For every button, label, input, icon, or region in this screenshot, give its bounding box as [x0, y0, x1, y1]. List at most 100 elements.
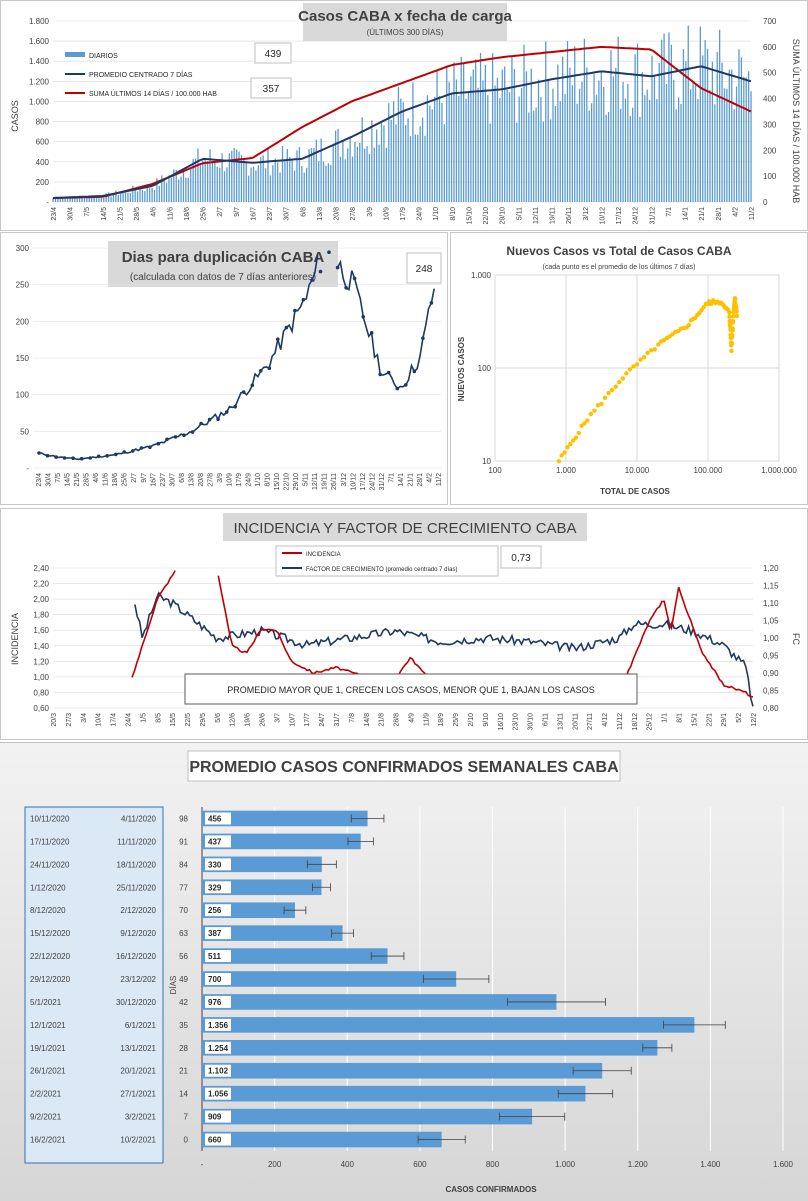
- weekly-row: 24/11/2020 18/11/2020 84 330: [30, 856, 337, 873]
- cases-daily-bar: [322, 161, 325, 202]
- incidence-xtick: 17/4: [111, 713, 118, 727]
- doubling-xtick: 6/8: [179, 473, 186, 483]
- doubling-xtick: 7/5: [55, 473, 62, 483]
- weekly-value-label: 511: [208, 952, 221, 961]
- incidence-ytick: 1,60: [33, 626, 49, 635]
- days-label: 21: [179, 1067, 188, 1076]
- cases-daily-bar: [78, 195, 81, 202]
- cases-daily-bar: [54, 197, 57, 202]
- cases-xtick: 28/5: [134, 207, 141, 221]
- callout-439: 439: [265, 49, 282, 60]
- cases-daily-bar: [376, 129, 378, 202]
- incidence-title-box: [223, 513, 587, 541]
- cases-daily-bar: [383, 125, 385, 202]
- cases-daily-bar: [494, 85, 496, 202]
- cases-y2tick: 600: [763, 43, 777, 52]
- cases-daily-bar: [417, 134, 419, 202]
- legend-suma: SUMA ÚLTIMOS 14 DÍAS / 100.000 HAB: [89, 89, 217, 98]
- weekly-row: 9/2/2021 3/2/2021 7 909: [30, 1108, 566, 1125]
- weekly-bar: [202, 1085, 586, 1102]
- scatter-point: [588, 411, 593, 417]
- scatter-subtitle: (cada punto es el promedio de los último…: [543, 264, 696, 271]
- scatter-point: [595, 403, 601, 408]
- weekly-title-box: [187, 750, 621, 782]
- days-label: 35: [179, 1021, 188, 1030]
- cases-daily-bar: [129, 193, 131, 202]
- cases-daily-bar: [325, 165, 327, 202]
- cases-daily-bar: [380, 123, 383, 202]
- weekly-chart-panel: PROMEDIO CASOS CONFIRMADOS SEMANALES CAB…: [0, 742, 808, 1201]
- legend-swatch-diarios: [65, 52, 85, 57]
- cases-daily-bar: [93, 197, 95, 202]
- incidence-xtick: 22/5: [185, 713, 192, 727]
- incidence-xtick: 11/12: [617, 713, 624, 730]
- cases-xtick: 21/1: [699, 207, 706, 221]
- cases-daily-bar: [216, 166, 218, 202]
- cases-daily-bar: [69, 196, 71, 202]
- cases-daily-bar: [76, 197, 78, 202]
- cases-daily-bar: [368, 153, 371, 202]
- doubling-xtick: 3/9: [217, 473, 224, 483]
- cases-xtick: 30/7: [284, 207, 291, 221]
- weekly-value-box: [205, 973, 231, 985]
- scatter-point: [609, 387, 615, 393]
- incidence-xtick: 27/3: [66, 713, 73, 727]
- scatter-point: [734, 309, 739, 314]
- cases-daily-bar: [506, 88, 508, 202]
- cases-daily-bar: [250, 167, 252, 202]
- doubling-xtick: 20/8: [198, 473, 205, 487]
- weekly-value-label: 1.102: [208, 1067, 229, 1076]
- cases-daily-bar: [535, 107, 537, 202]
- cases-daily-bar: [636, 43, 639, 202]
- incidence-xtick: 22/1: [706, 713, 713, 727]
- weekly-xtick: 1.200: [628, 1160, 649, 1169]
- cases-daily-bar: [187, 177, 189, 202]
- scatter-point: [599, 401, 604, 407]
- cases-daily-bar: [574, 46, 576, 202]
- days-label: 63: [179, 929, 188, 938]
- days-label: 98: [179, 814, 188, 823]
- cases-daily-bar: [144, 191, 146, 202]
- cases-daily-bar: [547, 78, 549, 202]
- cases-y2label: SUMA ÚLTIMOS 14 DÍAS / 100.000 HAB: [791, 39, 801, 203]
- incidence-xtick: 12/2: [751, 713, 758, 727]
- cases-daily-bar: [277, 162, 279, 202]
- cases-daily-bar: [262, 155, 264, 202]
- cases-daily-bar: [491, 53, 494, 202]
- doubling-xtick: 12/11: [312, 473, 319, 490]
- cases-xtick: 9/7: [234, 207, 241, 217]
- scatter-point: [634, 362, 640, 367]
- cases-daily-bar: [334, 130, 337, 202]
- cases-daily-bar: [52, 198, 54, 202]
- cases-daily-bar: [349, 138, 351, 202]
- scatter-point: [729, 340, 735, 346]
- doubling-xtick: 26/11: [331, 473, 338, 490]
- doubling-ytick: 100: [16, 391, 30, 400]
- weekly-value-label: 909: [208, 1113, 222, 1122]
- cases-daily-bar: [412, 82, 414, 202]
- doubling-xtick: 23/7: [160, 473, 167, 487]
- cases-daily-bar: [177, 179, 180, 202]
- weekly-xtick: 800: [486, 1160, 500, 1169]
- cases-daily-bar: [706, 48, 709, 203]
- cases-chart-panel: Casos CABA x fecha de carga (ÚLTIMOS 300…: [0, 0, 808, 231]
- cases-daily-bar: [472, 69, 474, 203]
- weekly-value-box: [205, 950, 231, 963]
- cases-daily-bar: [455, 79, 458, 202]
- cases-daily-bar: [723, 88, 726, 202]
- scatter-point: [565, 445, 570, 450]
- week-start-date: 2/12/2020: [120, 906, 156, 915]
- cases-daily-bar: [677, 97, 680, 202]
- cases-daily-bar: [161, 175, 163, 202]
- cases-ylabel: CASOS: [10, 100, 20, 132]
- cases-xtick: 15/10: [466, 207, 473, 225]
- cases-daily-bar: [122, 191, 124, 202]
- incidence-xtick: 20/11: [572, 713, 579, 730]
- week-start-date: 10/2/2021: [120, 1136, 156, 1145]
- incidence-legend-box: [275, 545, 499, 577]
- callout-073-box: [500, 545, 542, 569]
- incidence-xtick: 21/8: [379, 713, 386, 727]
- cases-daily-bar: [134, 189, 136, 202]
- cases-daily-bar: [151, 187, 153, 202]
- cases-daily-bar: [632, 107, 634, 202]
